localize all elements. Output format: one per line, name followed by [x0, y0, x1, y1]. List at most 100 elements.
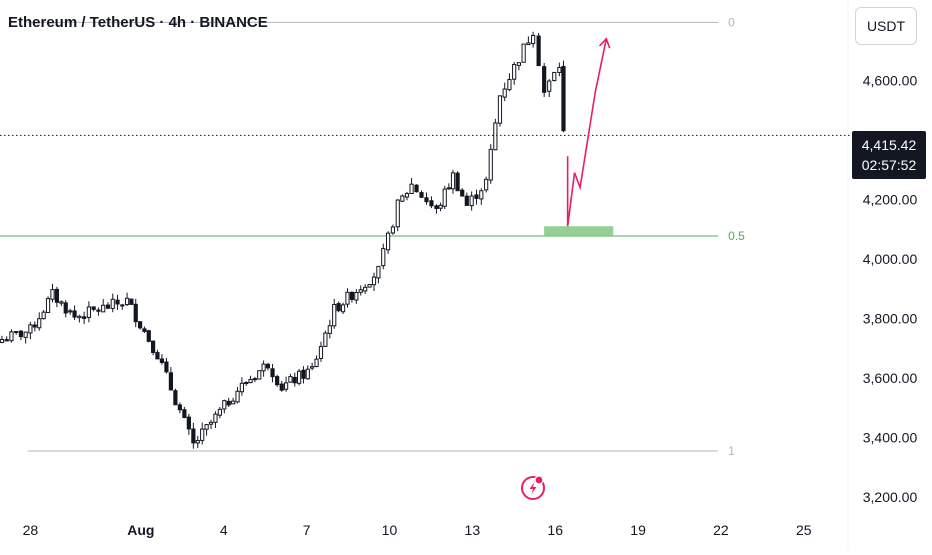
candle-body [137, 321, 143, 329]
candle-body [460, 189, 465, 197]
candle-body [469, 195, 474, 207]
candle-body [252, 378, 258, 381]
candle-body [358, 289, 363, 293]
candle-body [133, 303, 138, 323]
y-tick-label: 3,200.00 [863, 489, 918, 505]
lightning-icon[interactable] [521, 475, 545, 500]
candle-body [512, 64, 517, 80]
y-tick-label: 4,600.00 [863, 72, 918, 88]
candle-body [297, 370, 302, 384]
candle-body [381, 248, 386, 267]
candle-body [314, 358, 319, 367]
candle-body [345, 291, 350, 305]
x-tick-label: 7 [303, 522, 311, 538]
x-tick-label: 28 [23, 522, 39, 538]
candle-body [231, 400, 236, 405]
candle-body [208, 421, 214, 425]
candle-body [336, 303, 341, 312]
candle-body [159, 358, 165, 364]
fibonacci-levels: 00.51 [0, 15, 745, 458]
candle-body [547, 80, 552, 92]
candle-body [9, 331, 14, 342]
candle-body [23, 331, 28, 338]
candle-body [409, 183, 414, 195]
candle-body [151, 340, 156, 354]
candle-body [526, 42, 531, 46]
candle-body [390, 226, 396, 234]
candle-body [318, 346, 324, 359]
candle-body [395, 199, 400, 228]
candle-body [37, 318, 42, 329]
candle-body [244, 381, 249, 385]
candle-body [204, 424, 209, 430]
candle-body [63, 302, 68, 314]
candle-body [101, 304, 106, 313]
projection-arrowhead [598, 37, 611, 49]
candle-body [195, 440, 200, 444]
x-tick-label: 22 [713, 522, 729, 538]
candle-body [200, 428, 205, 441]
candle-body [493, 122, 498, 151]
candle-body [488, 148, 493, 181]
candle-body [91, 306, 96, 310]
candle-body [484, 178, 489, 191]
candle-body [142, 328, 147, 332]
candle-body [77, 315, 82, 319]
candle-body [332, 304, 337, 327]
candle-body [455, 172, 460, 192]
fib-level-label: 1 [728, 444, 735, 458]
candle-body [323, 332, 328, 347]
candle-body [367, 284, 372, 288]
candle-body [283, 382, 289, 390]
candle-body [45, 298, 51, 314]
candle-body [419, 192, 424, 198]
candle-body [557, 67, 562, 73]
x-tick-label: 4 [220, 522, 228, 538]
candle-body [18, 330, 24, 338]
candle-body [155, 352, 160, 360]
candle-body [552, 71, 557, 82]
candle-body [400, 195, 405, 202]
price-axis[interactable]: 3,200.00 3,400.00 3,600.00 3,800.00 4,000.00… [863, 72, 918, 505]
candle-body [41, 311, 46, 320]
candle-body [349, 291, 355, 300]
candle-body [279, 383, 284, 391]
candles [0, 31, 566, 449]
candle-body [275, 376, 280, 386]
candle-body [354, 292, 359, 301]
candle-body [507, 79, 512, 91]
candle-body [191, 428, 196, 444]
candle-body [120, 304, 125, 307]
x-tick-label: 10 [382, 522, 398, 538]
candle-body [173, 390, 178, 406]
candle-body [4, 339, 9, 342]
bar-countdown-label: 02:57:52 [861, 157, 917, 173]
target-zone [544, 226, 614, 237]
candle-body [86, 306, 91, 318]
candle-body [235, 390, 240, 403]
current-price-label: 4,415.42 [861, 137, 917, 153]
candle-body [310, 366, 315, 369]
candle-body [168, 372, 174, 391]
y-tick-label: 4,200.00 [863, 191, 918, 207]
candle-body [479, 190, 484, 200]
candle-body [442, 188, 447, 207]
candle-body [146, 330, 151, 342]
x-tick-label: 16 [547, 522, 563, 538]
candle-body [292, 376, 297, 384]
fib-level-label: 0.5 [728, 229, 745, 243]
candle-body [257, 370, 262, 380]
candle-body [96, 309, 101, 312]
time-axis[interactable]: 28 Aug 4 7 10 13 16 19 22 25 [23, 522, 812, 538]
candle-body [217, 408, 222, 416]
candle-body [14, 330, 19, 333]
candle-body [414, 184, 419, 193]
candle-body [68, 310, 73, 313]
candle-body [521, 43, 526, 63]
candle-body [239, 382, 244, 393]
candle-body [363, 286, 368, 292]
candle-body [464, 195, 469, 206]
currency-button[interactable]: USDT [855, 7, 917, 45]
